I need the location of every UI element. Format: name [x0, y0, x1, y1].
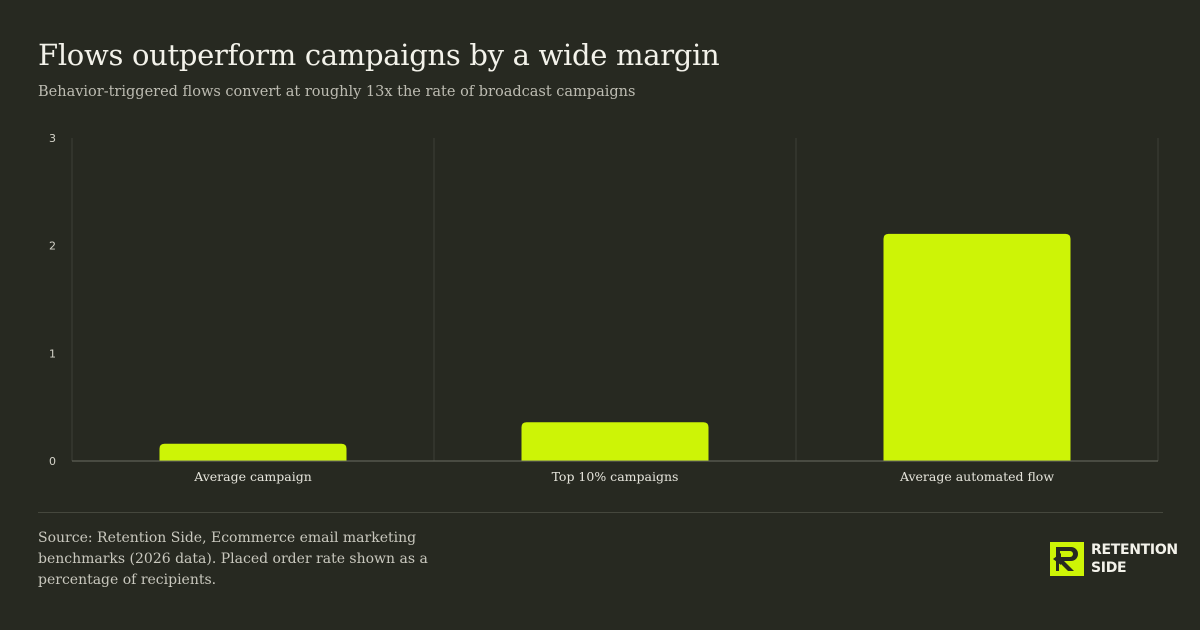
x-category-label: Average automated flow: [899, 469, 1054, 484]
y-tick-label: 1: [49, 347, 56, 360]
footer-divider: [38, 512, 1163, 513]
bar-chart: 0 1 2 3 Average campaign Top 10% campaigns Ave…: [49, 132, 1159, 484]
x-category-label: Average campaign: [193, 469, 312, 484]
y-tick-label: 3: [49, 132, 56, 145]
x-category-label: Top 10% campaigns: [552, 469, 679, 484]
source-note: Source: Retention Side, Ecommerce email …: [38, 530, 428, 588]
chart-subtitle: Behavior-triggered flows convert at roug…: [38, 84, 636, 100]
bar: [521, 422, 709, 461]
retention-side-logo-icon: [1050, 542, 1084, 576]
logo-line-1: RETENTION: [1091, 542, 1178, 558]
bar: [883, 233, 1071, 461]
logo-wordmark: RETENTION SIDE: [1091, 541, 1178, 577]
brand-logo: RETENTION SIDE: [1050, 541, 1178, 577]
logo-line-2: SIDE: [1091, 560, 1127, 576]
y-tick-label: 0: [49, 455, 56, 468]
bar: [159, 443, 347, 461]
y-tick-label: 2: [49, 240, 56, 253]
chart-title: Flows outperform campaigns by a wide mar…: [38, 38, 720, 72]
